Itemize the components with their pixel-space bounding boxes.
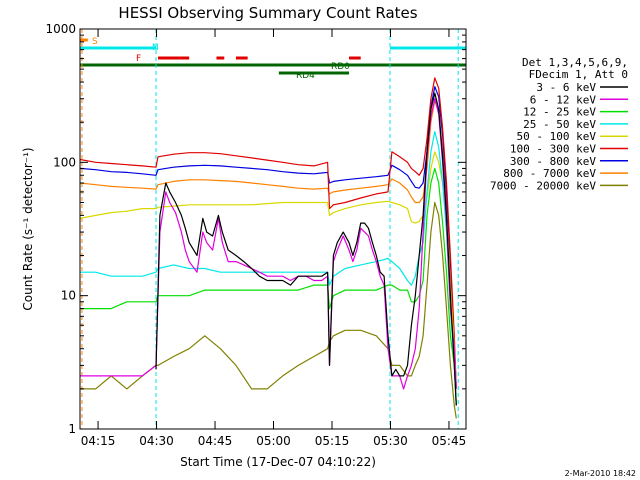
state-bar-label-1: N — [152, 43, 159, 53]
legend-label-2: 12 - 25 keV — [523, 106, 596, 119]
series-line-50-100keV — [79, 151, 457, 389]
state-bar-label-0: S — [92, 37, 98, 47]
axis-ticks: 04:15 04:30 04:45 05:00 05:15 05:30 05:45 1 10 10… — [45, 22, 466, 448]
y-tick-label-1: 10 — [61, 289, 76, 303]
x-tick-label-4: 05:15 — [315, 434, 350, 448]
legend-label-3: 25 - 50 keV — [523, 118, 596, 131]
y-tick-label-2: 100 — [53, 155, 76, 169]
state-bar-label-8: RD4 — [296, 71, 315, 81]
legend-label-4: 50 - 100 keV — [517, 130, 597, 143]
legend: Det 1,3,4,5,6,9,FDecim 1, Att 03 - 6 keV… — [490, 56, 628, 192]
legend-header-1: FDecim 1, Att 0 — [529, 68, 628, 81]
state-bar-label-7: RD0 — [331, 62, 350, 72]
y-tick-label-3: 1000 — [45, 22, 76, 36]
x-tick-label-6: 05:45 — [432, 434, 467, 448]
state-bar-label-3: F — [136, 54, 141, 64]
footer-date: 2-Mar-2010 18:42 — [565, 469, 636, 478]
series-line-100-300keV — [79, 77, 457, 389]
legend-label-0: 3 - 6 keV — [536, 81, 596, 94]
x-tick-label-1: 04:30 — [139, 434, 174, 448]
series-line-7000-20000keV — [80, 201, 457, 419]
legend-label-8: 7000 - 20000 keV — [490, 179, 596, 192]
series-line-6-12keV — [80, 98, 457, 390]
x-tick-label-2: 04:45 — [198, 434, 233, 448]
legend-label-1: 6 - 12 keV — [530, 93, 597, 106]
series-lines — [79, 77, 457, 419]
series-line-12-25keV — [80, 167, 457, 406]
state-bars: S N F RD0 RD4 — [80, 37, 466, 81]
x-axis-label: Start Time (17-Dec-07 04:10:22) — [180, 455, 376, 469]
chart-title: HESSI Observing Summary Count Rates — [118, 4, 417, 22]
series-line-800-7000keV — [79, 100, 457, 406]
series-line-25-50keV — [80, 131, 457, 406]
x-tick-label-0: 04:15 — [81, 434, 116, 448]
legend-label-5: 100 - 300 keV — [510, 143, 596, 156]
y-axis-label: Count Rate (s⁻¹ detector⁻¹) — [21, 147, 35, 310]
plot-frame — [79, 28, 467, 430]
legend-label-6: 300 - 800 keV — [510, 155, 596, 168]
vertical-markers — [81, 29, 459, 429]
series-line-3-6keV — [155, 92, 457, 406]
x-tick-label-5: 05:30 — [373, 434, 408, 448]
y-tick-label-0: 1 — [68, 422, 76, 436]
legend-label-7: 800 - 7000 keV — [503, 167, 596, 180]
x-tick-label-3: 05:00 — [256, 434, 291, 448]
series-line-300-800keV — [79, 86, 457, 389]
legend-header-0: Det 1,3,4,5,6,9, — [522, 56, 628, 69]
